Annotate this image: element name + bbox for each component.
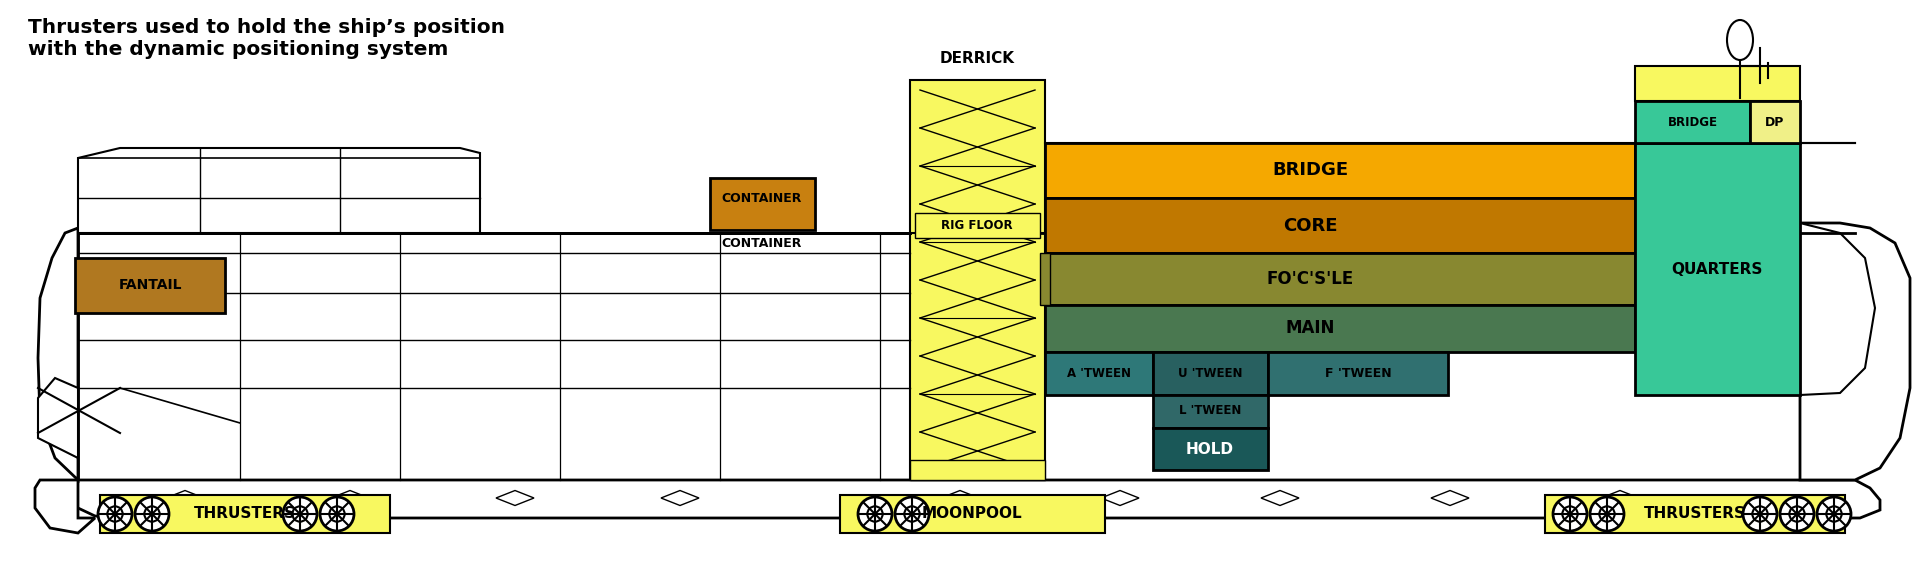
Circle shape	[98, 497, 133, 531]
Circle shape	[1826, 506, 1841, 522]
Text: RIG FLOOR: RIG FLOOR	[942, 219, 1013, 232]
Text: QUARTERS: QUARTERS	[1672, 262, 1762, 276]
Text: BRIDGE: BRIDGE	[1272, 161, 1347, 179]
Circle shape	[329, 506, 344, 522]
Circle shape	[1599, 506, 1614, 522]
Text: L 'TWEEN: L 'TWEEN	[1178, 405, 1242, 417]
Polygon shape	[38, 378, 79, 458]
Polygon shape	[35, 480, 94, 533]
Circle shape	[144, 506, 160, 522]
Text: A 'TWEEN: A 'TWEEN	[1067, 366, 1130, 379]
Bar	[75, 258, 225, 313]
Polygon shape	[71, 480, 1880, 518]
Polygon shape	[1261, 490, 1299, 506]
Circle shape	[857, 497, 892, 531]
Circle shape	[108, 506, 123, 522]
Polygon shape	[1432, 490, 1468, 506]
Circle shape	[1789, 506, 1805, 522]
Circle shape	[1589, 497, 1624, 531]
Polygon shape	[331, 490, 369, 506]
Text: CONTAINER: CONTAINER	[723, 192, 801, 205]
Bar	[915, 213, 1040, 238]
Text: HOLD: HOLD	[1186, 442, 1234, 456]
Bar	[709, 178, 815, 230]
Bar	[1153, 352, 1269, 395]
Text: MAIN: MAIN	[1286, 319, 1334, 337]
Text: DP: DP	[1764, 115, 1786, 129]
Circle shape	[867, 506, 882, 522]
Polygon shape	[1601, 490, 1639, 506]
Circle shape	[319, 497, 354, 531]
Polygon shape	[1101, 490, 1140, 506]
Text: BRIDGE: BRIDGE	[1668, 115, 1718, 129]
Bar	[1046, 198, 1636, 253]
Circle shape	[135, 497, 169, 531]
Polygon shape	[38, 228, 79, 480]
Polygon shape	[165, 490, 204, 506]
Bar	[909, 460, 1046, 480]
Polygon shape	[1801, 223, 1876, 395]
Text: THRUSTERS: THRUSTERS	[1643, 506, 1745, 522]
Circle shape	[1816, 497, 1851, 531]
Bar	[1636, 101, 1751, 143]
Bar	[1636, 143, 1801, 395]
Text: Thrusters used to hold the ship’s position: Thrusters used to hold the ship’s positi…	[29, 18, 505, 37]
Bar	[1636, 66, 1801, 101]
Polygon shape	[661, 490, 700, 506]
Polygon shape	[496, 490, 534, 506]
Ellipse shape	[1728, 20, 1753, 60]
Bar	[840, 495, 1105, 533]
Polygon shape	[942, 490, 978, 506]
Circle shape	[905, 506, 919, 522]
Bar	[1269, 352, 1447, 395]
Bar	[1040, 253, 1049, 305]
Bar	[909, 80, 1046, 480]
Circle shape	[896, 497, 928, 531]
Polygon shape	[1801, 223, 1910, 480]
Circle shape	[1563, 506, 1578, 522]
Text: F 'TWEEN: F 'TWEEN	[1324, 366, 1392, 379]
Text: MOONPOOL: MOONPOOL	[923, 506, 1023, 522]
Bar	[1046, 305, 1636, 352]
Text: THRUSTERS: THRUSTERS	[194, 506, 296, 522]
Text: DERRICK: DERRICK	[940, 51, 1015, 65]
Circle shape	[1753, 506, 1768, 522]
Text: CORE: CORE	[1282, 217, 1338, 235]
Bar	[1153, 428, 1269, 470]
Bar	[1751, 101, 1801, 143]
Text: with the dynamic positioning system: with the dynamic positioning system	[29, 40, 448, 59]
Bar	[100, 495, 390, 533]
Bar	[1046, 143, 1636, 198]
Bar	[1046, 253, 1636, 305]
Polygon shape	[79, 148, 480, 233]
Circle shape	[283, 497, 317, 531]
Text: FO'C'S'LE: FO'C'S'LE	[1267, 270, 1353, 288]
Circle shape	[1743, 497, 1778, 531]
Text: CONTAINER: CONTAINER	[723, 236, 801, 249]
Bar	[79, 233, 1855, 480]
Circle shape	[1553, 497, 1588, 531]
Circle shape	[292, 506, 308, 522]
Bar	[1545, 495, 1845, 533]
Text: U 'TWEEN: U 'TWEEN	[1178, 366, 1242, 379]
Bar	[1046, 352, 1153, 395]
Bar	[1153, 395, 1269, 428]
Circle shape	[1780, 497, 1814, 531]
Text: FANTAIL: FANTAIL	[119, 278, 183, 292]
